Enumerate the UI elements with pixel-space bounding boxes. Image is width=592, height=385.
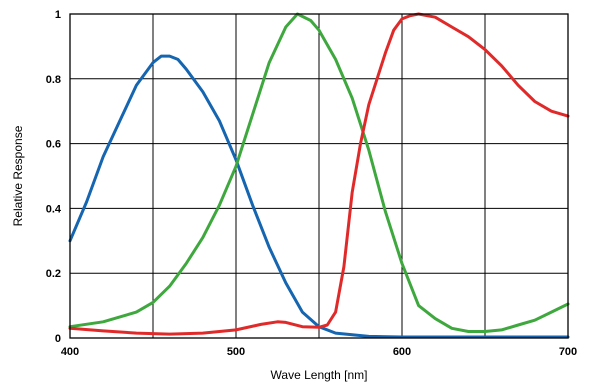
grid-lines: [69, 13, 569, 339]
x-tick-label: 600: [393, 346, 411, 358]
x-tick-label: 700: [559, 346, 577, 358]
y-tick-label: 0.8: [46, 74, 61, 86]
y-tick-labels: 0 0.2 0.4 0.6 0.8 1: [46, 9, 62, 345]
y-axis-label: Relative Response: [11, 125, 25, 226]
x-tick-label: 500: [227, 346, 245, 358]
x-axis-label: Wave Length [nm]: [271, 368, 368, 382]
x-tick-labels: 400 500 600 700: [61, 346, 577, 358]
x-tick-label: 400: [61, 346, 79, 358]
y-tick-label: 0.4: [46, 203, 62, 215]
y-tick-label: 1: [55, 9, 61, 21]
plot-frame: [69, 13, 569, 339]
series-line-1: [68, 54, 570, 339]
y-tick-label: 0: [55, 333, 61, 345]
series-line-2: [68, 12, 570, 333]
series-layer: [68, 12, 570, 339]
y-tick-label: 0.2: [46, 268, 61, 280]
series-line-3: [68, 12, 570, 336]
y-tick-label: 0.6: [46, 139, 61, 151]
